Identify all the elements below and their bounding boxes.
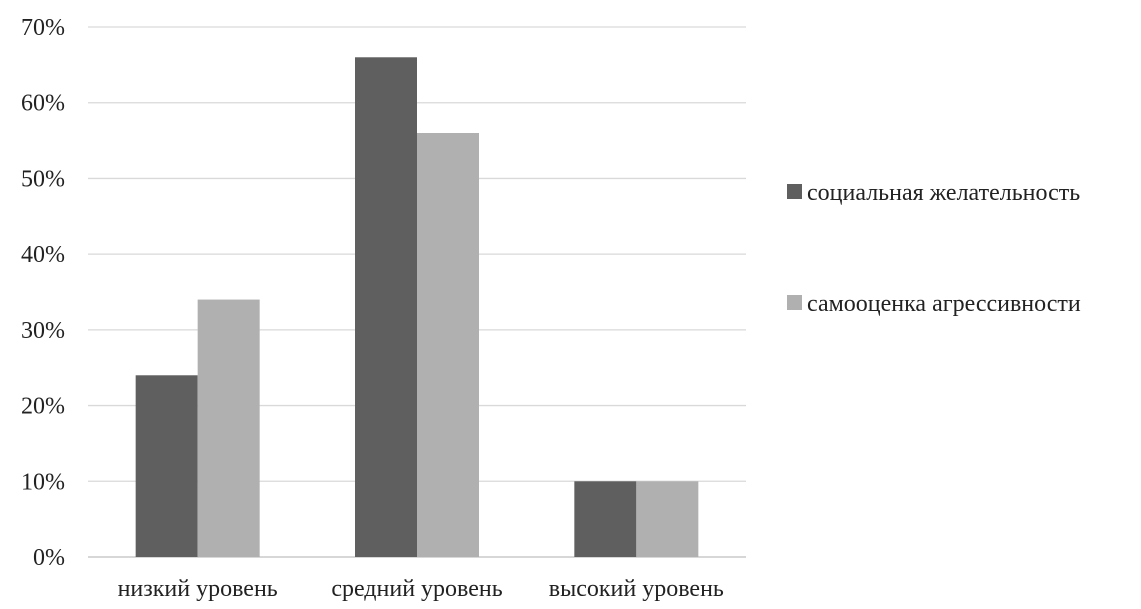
bar	[355, 57, 417, 558]
y-tick-label: 30%	[21, 318, 65, 344]
legend: социальная желательность самооценка агрес…	[787, 180, 1081, 317]
x-category-label: высокий уровень	[549, 576, 724, 602]
x-category-label: средний уровень	[331, 576, 502, 602]
y-tick-label: 0%	[33, 545, 65, 571]
bar	[197, 299, 260, 557]
legend-label: социальная желательность	[807, 180, 1080, 206]
y-tick-label: 20%	[21, 394, 65, 420]
y-tick-label: 50%	[21, 166, 65, 192]
y-tick-label: 70%	[21, 15, 65, 41]
x-axis-categories: низкий уровень средний уровень высокий уро…	[118, 576, 724, 602]
bar	[135, 375, 198, 557]
bar	[574, 481, 637, 557]
bar	[417, 133, 479, 557]
legend-swatch	[787, 295, 802, 310]
legend-swatch	[787, 184, 802, 199]
y-tick-label: 10%	[21, 469, 65, 495]
x-category-label: низкий уровень	[118, 576, 278, 602]
y-axis-ticks: 0% 10% 20% 30% 40% 50% 60% 70%	[21, 15, 65, 571]
bar	[636, 481, 699, 557]
y-tick-label: 40%	[21, 242, 65, 268]
bars	[135, 57, 699, 558]
y-tick-label: 60%	[21, 91, 65, 117]
legend-label: самооценка агрессивности	[807, 291, 1081, 317]
